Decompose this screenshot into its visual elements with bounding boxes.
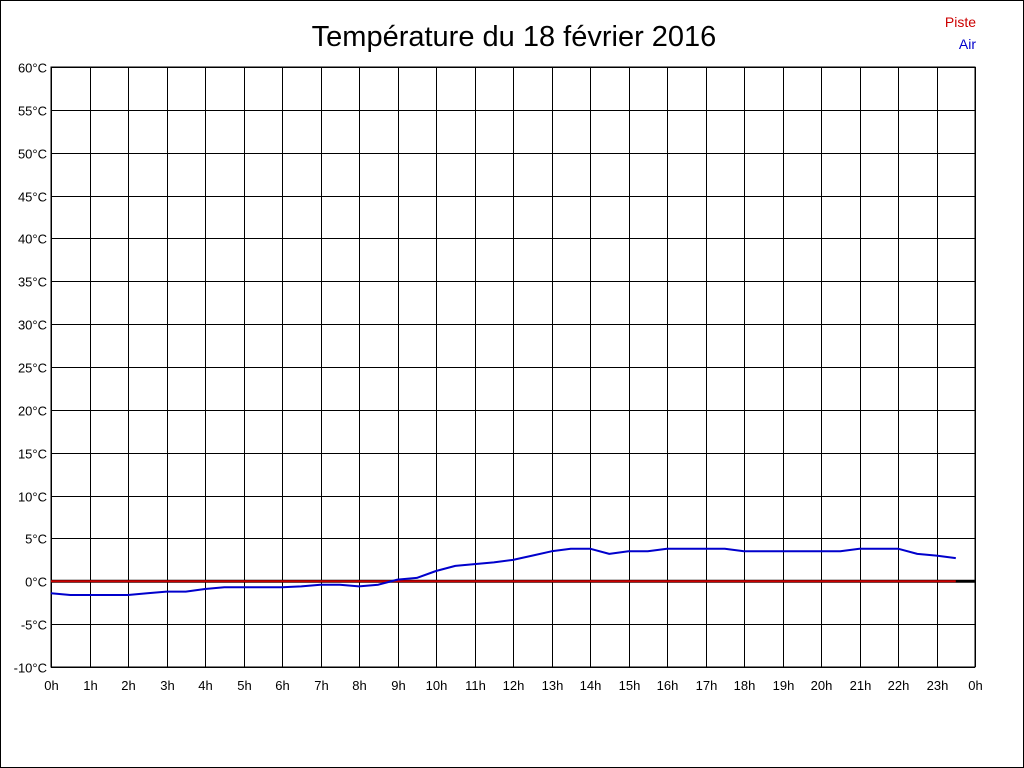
- legend-entry-piste: Piste: [945, 14, 976, 30]
- x-tick-label: 8h: [352, 678, 366, 693]
- y-tick-label: 10°C: [18, 490, 47, 505]
- x-tick-label: 1h: [83, 678, 97, 693]
- x-tick-label: 9h: [391, 678, 405, 693]
- y-tick-label: -10°C: [14, 661, 47, 676]
- legend-entry-air: Air: [959, 36, 976, 52]
- y-tick-label: 0°C: [25, 575, 47, 590]
- y-tick-label: 50°C: [18, 147, 47, 162]
- x-tick-label: 10h: [426, 678, 448, 693]
- y-tick-label: 15°C: [18, 447, 47, 462]
- series-line-air: [50, 547, 956, 596]
- x-tick-label: 4h: [198, 678, 212, 693]
- x-tick-label: 12h: [503, 678, 525, 693]
- x-tick-label: 17h: [696, 678, 718, 693]
- y-tick-label: 40°C: [18, 232, 47, 247]
- x-tick-label: 7h: [314, 678, 328, 693]
- x-tick-label: 14h: [580, 678, 602, 693]
- chart-title: Température du 18 février 2016: [312, 21, 717, 53]
- x-tick-label: 15h: [619, 678, 641, 693]
- x-tick-label: 16h: [657, 678, 679, 693]
- x-tick-label: 23h: [927, 678, 949, 693]
- y-tick-label: -5°C: [21, 618, 47, 633]
- x-tick-label: 19h: [773, 678, 795, 693]
- y-tick-label: 5°C: [25, 532, 47, 547]
- x-tick-label: 0h: [968, 678, 982, 693]
- y-tick-label: 20°C: [18, 404, 47, 419]
- x-tick-label: 2h: [121, 678, 135, 693]
- y-tick-label: 30°C: [18, 318, 47, 333]
- y-tick-label: 25°C: [18, 361, 47, 376]
- x-tick-label: 11h: [465, 678, 486, 693]
- x-tick-label: 18h: [734, 678, 756, 693]
- y-tick-label: 55°C: [18, 104, 47, 119]
- x-tick-label: 13h: [542, 678, 564, 693]
- x-tick-label: 21h: [850, 678, 872, 693]
- x-tick-label: 20h: [811, 678, 833, 693]
- y-tick-label: 60°C: [18, 61, 47, 76]
- x-tick-label: 5h: [237, 678, 251, 693]
- x-tick-label: 3h: [160, 678, 174, 693]
- x-tick-label: 6h: [275, 678, 289, 693]
- x-tick-label: 0h: [44, 678, 58, 693]
- y-tick-label: 45°C: [18, 190, 47, 205]
- x-tick-label: 22h: [888, 678, 910, 693]
- y-tick-label: 35°C: [18, 275, 47, 290]
